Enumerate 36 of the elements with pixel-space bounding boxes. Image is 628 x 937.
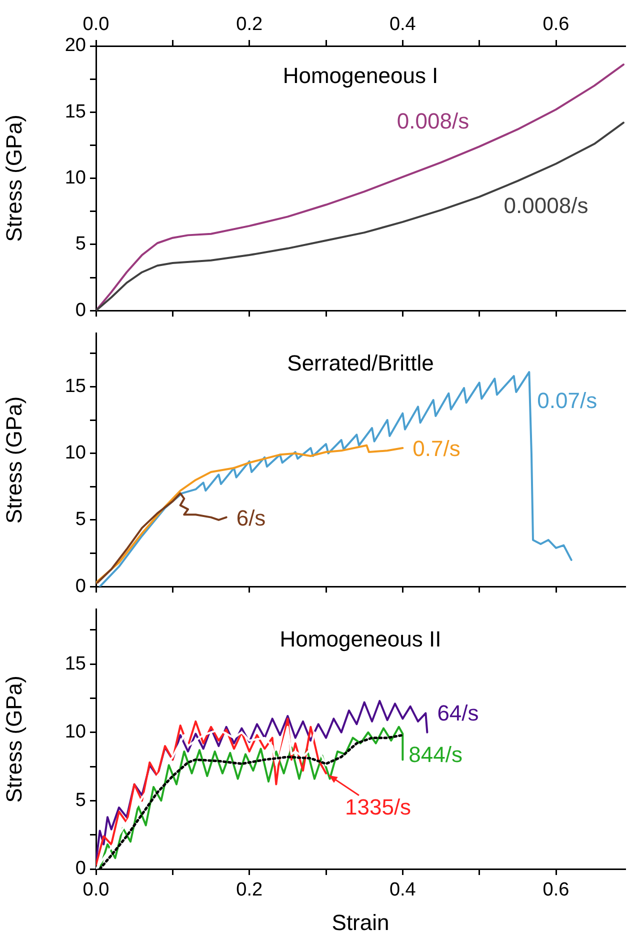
series-label: 0.0008/s bbox=[504, 192, 588, 218]
x-tick-label: 0.6 bbox=[542, 880, 570, 901]
y-axis-title: Stress (GPa) bbox=[1, 676, 26, 803]
legend-label: 1335/s bbox=[345, 794, 412, 820]
x2-tick-label: 0.0 bbox=[82, 14, 110, 35]
x2-tick-label: 0.6 bbox=[542, 14, 570, 35]
series-label: 64/s bbox=[437, 700, 479, 726]
y-axis-title: Stress (GPa) bbox=[1, 114, 26, 242]
y-tick-label: 5 bbox=[75, 509, 86, 530]
x2-tick-label: 0.4 bbox=[389, 14, 416, 35]
series-label: 0.07/s bbox=[537, 388, 598, 414]
x-tick-label: 0.2 bbox=[236, 880, 263, 901]
y-tick-label: 0 bbox=[75, 858, 86, 880]
y-tick-label: 5 bbox=[75, 790, 86, 811]
y-tick-label: 15 bbox=[64, 101, 86, 122]
series-label: 0.008/s bbox=[396, 108, 470, 134]
y-tick-label: 10 bbox=[64, 168, 86, 189]
y-tick-label: 15 bbox=[64, 653, 86, 674]
y-tick-label: 0 bbox=[75, 300, 86, 321]
series-label: 844/s bbox=[408, 742, 462, 767]
x2-tick-label: 0.2 bbox=[236, 14, 263, 35]
series-label: 6/s bbox=[236, 505, 266, 530]
y-axis-title: Stress (GPa) bbox=[1, 396, 26, 524]
x-tick-label: 0.4 bbox=[389, 880, 416, 901]
y-tick-label: 20 bbox=[64, 35, 86, 56]
series-label: 0.7/s bbox=[412, 436, 460, 462]
y-tick-label: 10 bbox=[64, 722, 86, 743]
x-tick-label: 0.0 bbox=[82, 880, 110, 901]
text: Homogeneous I bbox=[282, 63, 438, 88]
y-tick-label: 10 bbox=[64, 442, 86, 464]
x-axis-title: Strain bbox=[332, 910, 390, 935]
y-tick-label: 0 bbox=[75, 576, 86, 597]
text: Homogeneous II bbox=[280, 626, 442, 652]
y-tick-label: 15 bbox=[64, 376, 86, 397]
y-tick-label: 5 bbox=[75, 234, 86, 255]
text: Serrated/Brittle bbox=[287, 350, 434, 376]
